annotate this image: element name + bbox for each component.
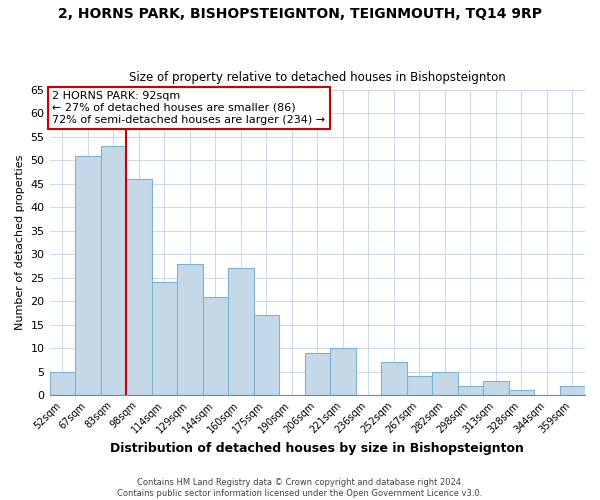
Title: Size of property relative to detached houses in Bishopsteignton: Size of property relative to detached ho… <box>129 72 506 85</box>
Bar <box>177 264 203 395</box>
Bar <box>432 372 458 395</box>
Bar <box>509 390 534 395</box>
Bar <box>305 353 330 395</box>
Bar <box>330 348 356 395</box>
Bar <box>50 372 75 395</box>
Bar <box>407 376 432 395</box>
Bar <box>560 386 585 395</box>
Bar <box>458 386 483 395</box>
Bar <box>228 268 254 395</box>
Y-axis label: Number of detached properties: Number of detached properties <box>15 155 25 330</box>
Text: Contains HM Land Registry data © Crown copyright and database right 2024.
Contai: Contains HM Land Registry data © Crown c… <box>118 478 482 498</box>
Bar <box>126 179 152 395</box>
Bar <box>75 156 101 395</box>
X-axis label: Distribution of detached houses by size in Bishopsteignton: Distribution of detached houses by size … <box>110 442 524 455</box>
Bar <box>381 362 407 395</box>
Bar <box>203 296 228 395</box>
Bar <box>483 381 509 395</box>
Bar <box>101 146 126 395</box>
Text: 2, HORNS PARK, BISHOPSTEIGNTON, TEIGNMOUTH, TQ14 9RP: 2, HORNS PARK, BISHOPSTEIGNTON, TEIGNMOU… <box>58 8 542 22</box>
Text: 2 HORNS PARK: 92sqm
← 27% of detached houses are smaller (86)
72% of semi-detach: 2 HORNS PARK: 92sqm ← 27% of detached ho… <box>52 92 325 124</box>
Bar <box>254 316 279 395</box>
Bar <box>152 282 177 395</box>
